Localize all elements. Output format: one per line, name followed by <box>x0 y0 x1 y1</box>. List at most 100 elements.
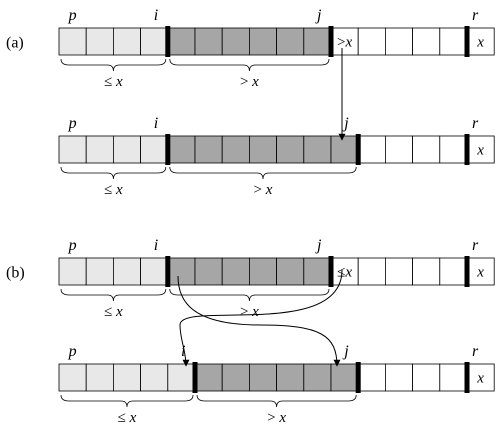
swap-arrow-b-right <box>179 269 343 367</box>
array-cell <box>113 135 142 164</box>
array-cell <box>167 363 196 392</box>
brace <box>60 58 167 72</box>
brace <box>169 166 357 180</box>
array-row-a-after: p i j rx ≤ x > x <box>58 115 495 198</box>
pointer-i: i <box>154 7 158 24</box>
array-cell <box>303 363 332 392</box>
boundary-bar <box>355 134 361 165</box>
array-cell <box>357 27 386 56</box>
boundary-bar <box>165 256 171 287</box>
array-cell <box>85 135 114 164</box>
array-cell <box>167 257 196 286</box>
array-cell <box>140 135 169 164</box>
array-row-a-before: (a) p i j r >x x ≤ x > x <box>6 7 495 90</box>
pointer-r: r <box>472 343 479 360</box>
boundary-bar <box>328 256 334 287</box>
array-cell <box>85 27 114 56</box>
part-label: (a) <box>6 35 24 52</box>
array-cell <box>140 257 169 286</box>
array-cell <box>466 257 495 286</box>
brace-label: > x <box>240 74 259 90</box>
array-cell <box>412 257 441 286</box>
array-cell <box>276 27 305 56</box>
brace <box>196 394 357 408</box>
boundary-bar <box>328 26 334 57</box>
cell-text: ≤x <box>337 265 352 281</box>
boundary-bar <box>464 256 470 287</box>
array-cell <box>466 135 495 164</box>
pointer-j: j <box>315 7 322 24</box>
pointer-p: p <box>68 343 77 360</box>
array-cell <box>194 27 223 56</box>
array-cell <box>412 363 441 392</box>
array-cell <box>303 135 332 164</box>
array-cell <box>384 257 413 286</box>
array-cell <box>140 363 169 392</box>
array-cell <box>167 27 196 56</box>
array-cell <box>384 363 413 392</box>
array-cell <box>412 27 441 56</box>
array-cell <box>58 257 87 286</box>
array-cell <box>276 257 305 286</box>
array-cell <box>357 363 386 392</box>
brace-label: ≤ x <box>118 410 137 426</box>
array-cell <box>58 27 87 56</box>
swap-arrow-b-left <box>177 275 341 367</box>
boundary-bar <box>464 26 470 57</box>
array-cell <box>194 363 223 392</box>
pointer-p: p <box>68 237 77 254</box>
brace-label: > x <box>254 182 273 198</box>
brace <box>169 58 330 72</box>
array-row-b-after: p i j rx ≤ x > x <box>58 343 495 426</box>
cell-text: x <box>476 265 484 281</box>
array-cell <box>439 27 468 56</box>
array-cell <box>330 135 359 164</box>
brace <box>169 288 330 302</box>
array-cell <box>248 135 277 164</box>
brace-label: ≤ x <box>104 182 123 198</box>
array-cell <box>466 27 495 56</box>
brace-label: ≤ x <box>104 304 123 320</box>
array-cell <box>221 135 250 164</box>
pointer-p: p <box>68 7 77 24</box>
boundary-bar <box>165 26 171 57</box>
boundary-bar <box>464 362 470 393</box>
pointer-i: i <box>181 343 185 360</box>
array-cell <box>439 135 468 164</box>
brace <box>60 166 167 180</box>
array-cell <box>248 27 277 56</box>
array-cell <box>167 135 196 164</box>
array-cell <box>221 257 250 286</box>
array-cell <box>330 363 359 392</box>
cell-text: x <box>476 143 484 159</box>
boundary-bar <box>192 362 198 393</box>
array-cell <box>113 363 142 392</box>
array-cell <box>113 257 142 286</box>
pointer-i: i <box>154 115 158 132</box>
array-cell <box>221 27 250 56</box>
pointer-j: j <box>342 115 349 132</box>
array-cell <box>276 135 305 164</box>
array-cell <box>221 363 250 392</box>
pointer-i: i <box>154 237 158 254</box>
array-cell <box>439 257 468 286</box>
array-cell <box>194 135 223 164</box>
array-cell <box>384 135 413 164</box>
brace <box>60 394 194 408</box>
array-cell <box>248 363 277 392</box>
array-cell <box>412 135 441 164</box>
brace <box>60 288 167 302</box>
array-cell <box>194 257 223 286</box>
brace-label: > x <box>240 304 259 320</box>
cell-text: x <box>476 371 484 387</box>
array-cell <box>439 363 468 392</box>
array-cell <box>85 363 114 392</box>
pointer-p: p <box>68 115 77 132</box>
pointer-j: j <box>342 343 349 360</box>
array-cell <box>85 257 114 286</box>
cell-text: >x <box>337 35 352 51</box>
brace-label: > x <box>267 410 286 426</box>
brace-label: ≤ x <box>104 74 123 90</box>
cell-text: x <box>476 35 484 51</box>
